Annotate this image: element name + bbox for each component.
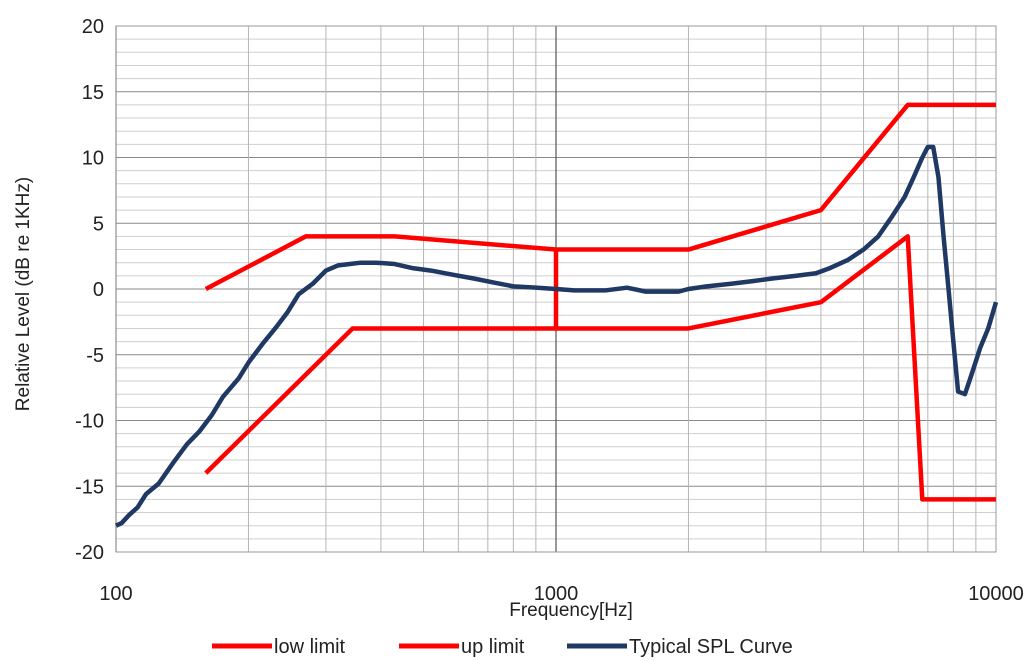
y-axis-label: Relative Level (dB re 1KHz) xyxy=(13,177,34,411)
series-line-1 xyxy=(204,102,996,331)
series-line-0 xyxy=(204,234,996,502)
x-tick-label: 10000 xyxy=(968,583,1024,605)
series-line-2 xyxy=(115,144,999,528)
series-layer xyxy=(115,102,999,528)
legend-label-2: Typical SPL Curve xyxy=(629,636,793,658)
legend: low limit up limit Typical SPL Curve xyxy=(212,636,793,658)
y-tick-label: 15 xyxy=(82,82,104,104)
y-tick-label: 5 xyxy=(93,213,104,235)
y-tick-label: 20 xyxy=(82,16,104,38)
y-tick-labels: -20 -15 -10 -5 0 5 10 15 20 xyxy=(75,16,104,564)
y-tick-label: 10 xyxy=(82,148,104,170)
x-tick-label: 100 xyxy=(99,583,132,605)
y-tick-label: -5 xyxy=(86,345,104,367)
y-tick-label: -20 xyxy=(75,542,104,564)
x-axis-label: Frequency[Hz] xyxy=(509,600,633,621)
grid xyxy=(115,25,996,553)
legend-label-0: low limit xyxy=(274,636,346,658)
y-tick-label: -10 xyxy=(75,411,104,433)
x-tick-labels: 100 1000 10000 xyxy=(99,583,1024,605)
y-tick-label: -15 xyxy=(75,476,104,498)
legend-label-1: up limit xyxy=(461,636,525,658)
y-tick-label: 0 xyxy=(93,279,104,301)
plot-frame xyxy=(115,25,997,553)
x-tick-label: 1000 xyxy=(534,583,579,605)
